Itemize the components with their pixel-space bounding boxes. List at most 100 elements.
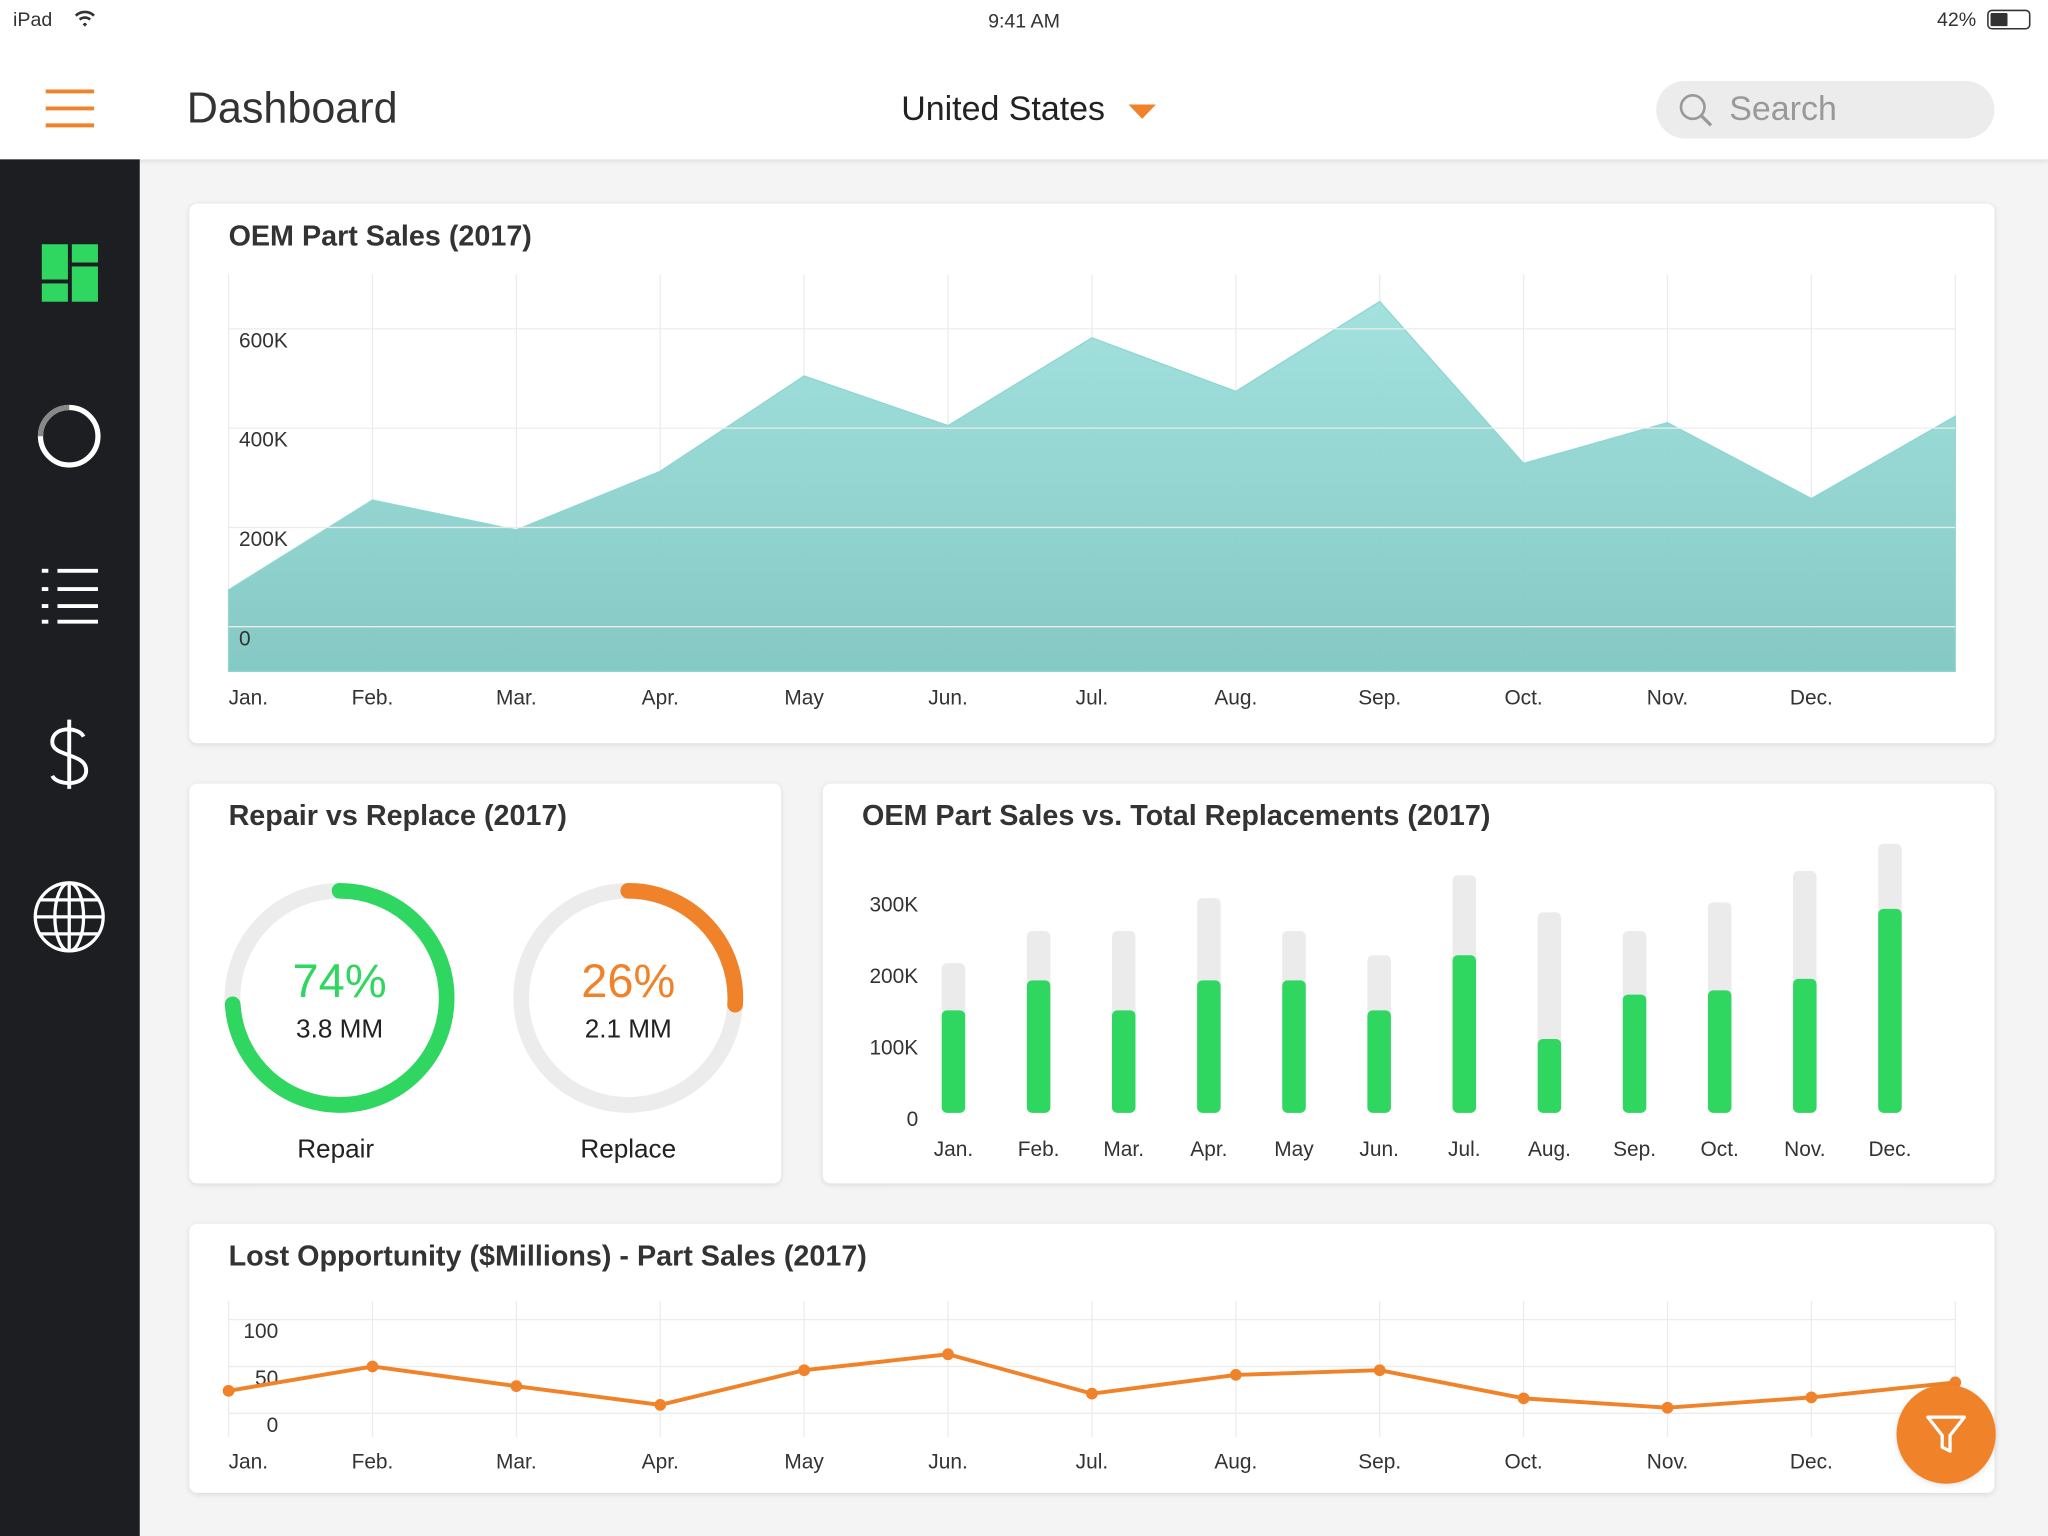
y-tick-label: 0 (267, 1414, 279, 1437)
point (798, 1364, 811, 1377)
y-tick-label: 300K (869, 894, 918, 917)
x-tick-label: Sep. (1358, 686, 1401, 709)
sidebar (0, 159, 140, 1536)
battery-icon (1987, 9, 2031, 30)
x-tick-label: Apr. (642, 1450, 679, 1473)
bar (941, 1010, 966, 1113)
x-tick-label: Oct. (1504, 1450, 1542, 1473)
donut-arc (224, 882, 455, 1113)
clock: 9:41 AM (988, 10, 1060, 32)
x-tick-label: Oct. (1701, 1138, 1739, 1161)
x-tick-label: Jul. (1076, 686, 1109, 709)
bar (1537, 1038, 1562, 1113)
bar (1026, 980, 1051, 1113)
point (366, 1360, 379, 1373)
card-title: Repair vs Replace (2017) (229, 800, 567, 832)
bar (1452, 955, 1477, 1113)
donut-percent: 26% (581, 954, 675, 1007)
nav-finance[interactable] (50, 719, 89, 789)
nav-global[interactable] (33, 881, 105, 953)
x-tick-label: Feb. (352, 686, 394, 709)
bar (1111, 1010, 1136, 1113)
x-tick-label: Apr. (1190, 1138, 1227, 1161)
x-tick-label: Dec. (1790, 1450, 1833, 1473)
x-tick-label: Sep. (1613, 1138, 1656, 1161)
x-tick-label: Oct. (1504, 686, 1542, 709)
donut-amount: 3.8 MM (296, 1013, 383, 1043)
search-box[interactable] (1656, 80, 1995, 139)
point (1517, 1392, 1530, 1405)
x-tick-label: Mar. (1103, 1138, 1144, 1161)
search-icon (1679, 94, 1706, 121)
point (510, 1380, 523, 1393)
bar (1282, 980, 1306, 1113)
x-tick-label: Dec. (1790, 686, 1833, 709)
battery-level: 42% (1937, 9, 1976, 31)
bar (1707, 990, 1732, 1113)
bar (1622, 994, 1647, 1113)
point (1229, 1369, 1242, 1381)
donut-label: Replace (580, 1134, 676, 1164)
x-tick-label: Sep. (1358, 1450, 1401, 1473)
wifi-icon (74, 10, 95, 27)
x-tick-label: Aug. (1528, 1138, 1571, 1161)
point (942, 1348, 954, 1361)
battery-fill (1990, 13, 2008, 27)
x-tick-label: Jun. (928, 686, 967, 709)
point (222, 1384, 235, 1397)
x-tick-label: Jul. (1076, 1450, 1109, 1473)
donut-percent: 74% (293, 954, 387, 1007)
x-tick-label: Jan. (229, 1450, 268, 1473)
x-tick-label: May (784, 1450, 824, 1473)
x-tick-label: Aug. (1214, 686, 1257, 709)
region-selector[interactable]: United States (901, 90, 1105, 128)
donut-amount: 2.1 MM (585, 1013, 672, 1043)
x-tick-label: May (784, 686, 824, 709)
point (1086, 1387, 1098, 1400)
search-icon-handle (1700, 115, 1713, 127)
y-tick-label: 600K (239, 329, 288, 352)
card-title: OEM Part Sales vs. Total Replacements (2… (862, 800, 1490, 832)
x-tick-label: Jan. (229, 686, 268, 709)
filter-button[interactable] (1896, 1384, 1996, 1484)
x-tick-label: May (1274, 1138, 1314, 1161)
bar (1367, 1010, 1391, 1113)
y-tick-label: 100 (243, 1320, 278, 1343)
card-title: OEM Part Sales (2017) (229, 220, 532, 252)
x-tick-label: Mar. (496, 686, 537, 709)
x-tick-label: Mar. (496, 1450, 537, 1473)
area (227, 300, 1956, 672)
nav-dashboard[interactable] (41, 244, 98, 302)
point (1805, 1391, 1818, 1404)
menu-button[interactable] (45, 89, 95, 128)
nav-reports-arc (37, 404, 70, 437)
x-tick-label: Dec. (1868, 1138, 1911, 1161)
x-tick-label: Nov. (1784, 1138, 1825, 1161)
card (189, 783, 782, 1184)
card-title: Lost Opportunity ($Millions) - Part Sale… (229, 1240, 867, 1272)
donut-arc (513, 882, 744, 1113)
y-tick-label: 200K (869, 965, 918, 988)
y-tick-label: 400K (239, 429, 288, 452)
nav-list[interactable] (41, 568, 98, 624)
point (1661, 1401, 1674, 1414)
y-tick-label: 200K (239, 528, 288, 551)
charts: Jan. Feb. Mar. Apr. May Jun. Jul. Aug. Sep. Oct. N… (222, 274, 1962, 1473)
dropdown-arrow[interactable] (1128, 104, 1156, 119)
card (822, 783, 1995, 1184)
y-tick-label: 100K (869, 1037, 918, 1060)
y-tick-label: 0 (907, 1108, 919, 1131)
page-title: Dashboard (187, 84, 398, 132)
y-tick-label: 0 (239, 627, 251, 650)
bar (1878, 908, 1902, 1113)
x-tick-label: Feb. (352, 1450, 394, 1473)
donut-label: Repair (297, 1134, 374, 1164)
x-tick-label: Aug. (1214, 1450, 1257, 1473)
x-tick-label: Jan. (934, 1138, 973, 1161)
x-tick-label: Feb. (1018, 1138, 1060, 1161)
x-tick-label: Apr. (642, 686, 679, 709)
bar (1197, 980, 1221, 1113)
x-tick-label: Nov. (1647, 1450, 1688, 1473)
